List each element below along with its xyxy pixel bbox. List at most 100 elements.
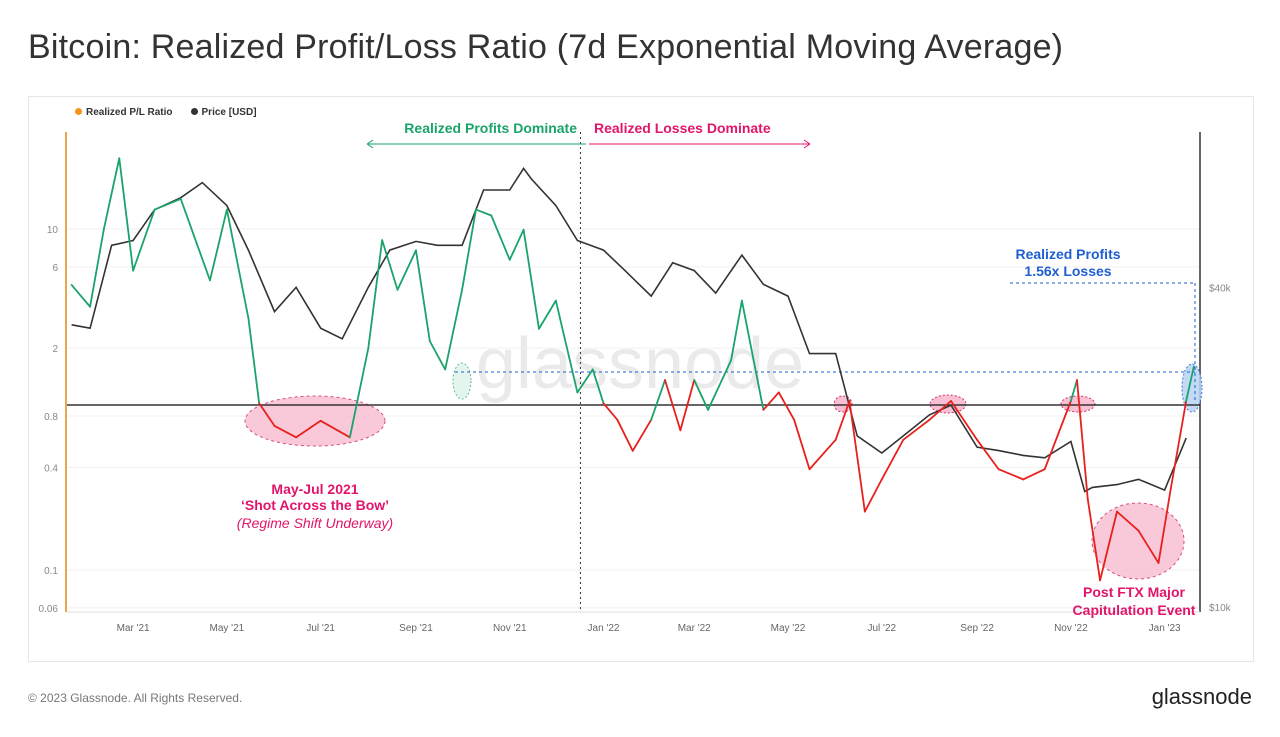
x-tick-label: Jul '22: [867, 623, 896, 634]
annotation-may-jul: (Regime Shift Underway): [237, 515, 393, 531]
ratio-segment: [834, 400, 851, 441]
x-tick-label: May '21: [210, 623, 245, 634]
ratio-segment: [880, 438, 905, 481]
ratio-segment: [762, 391, 780, 411]
x-tick-label: Sep '22: [960, 623, 994, 634]
ratio-segment: [707, 359, 733, 411]
ratio-segment: [348, 347, 370, 439]
highlight-green: [452, 362, 472, 400]
ratio-segment: [576, 368, 594, 394]
ratio-segment: [1169, 400, 1188, 490]
ratio-segment: [396, 249, 417, 291]
arrow-left-icon: [366, 139, 586, 149]
ratio-segment: [1043, 400, 1072, 471]
annotation-ftx: Capitulation Event: [1073, 602, 1196, 618]
annotation-ftx: Post FTX Major: [1083, 584, 1185, 600]
ratio-segment: [1137, 529, 1160, 564]
ratio-segment: [153, 198, 182, 211]
ratio-segment: [490, 214, 511, 261]
ratio-segment: [679, 379, 696, 432]
ratio-segment: [1157, 487, 1172, 564]
annotation-profits-dominate: Realized Profits Dominate: [404, 120, 577, 136]
ratio-segment: [89, 228, 105, 308]
y-right-tick-label: $10k: [1209, 603, 1232, 614]
y-left-tick-label: 0.1: [44, 566, 58, 577]
copyright: © 2023 Glassnode. All Rights Reserved.: [28, 691, 243, 705]
ratio-segment: [428, 340, 447, 371]
ratio-segment: [258, 402, 276, 427]
ratio-segment: [508, 228, 525, 261]
ratio-segment: [730, 299, 743, 362]
x-tick-label: Nov '22: [1054, 623, 1088, 634]
ratio-segment: [928, 400, 952, 421]
chart-frame: [28, 96, 1254, 662]
ratio-segment: [1116, 510, 1140, 532]
annotation-ratio: Realized Profits: [1015, 246, 1120, 262]
x-tick-label: Jan '22: [588, 623, 620, 634]
x-tick-label: Nov '21: [493, 623, 527, 634]
ratio-segment: [461, 208, 477, 291]
y-left-tick-label: 0.8: [44, 412, 58, 423]
ratio-segment: [740, 299, 765, 411]
ratio-segment: [997, 468, 1025, 481]
legend-label: Realized P/L Ratio: [86, 107, 173, 118]
ratio-segment: [295, 419, 322, 439]
ratio-segment: [319, 419, 351, 439]
annotation-may-jul: May-Jul 2021: [271, 481, 358, 497]
ratio-segment: [1022, 468, 1046, 481]
legend-item-ratio[interactable]: Realized P/L Ratio: [75, 107, 173, 118]
ratio-segment: [693, 379, 709, 411]
ratio-segment: [616, 418, 634, 452]
ratio-segment: [793, 418, 811, 471]
x-tick-label: Mar '21: [117, 623, 150, 634]
ratio-segment: [631, 418, 653, 452]
ratio-segment: [1076, 379, 1089, 501]
annotation-may-jul: ‘Shot Across the Bow’: [241, 497, 389, 513]
annotation-ratio: 1.56x Losses: [1024, 263, 1111, 279]
ratio-segment: [444, 288, 463, 371]
ratio-segment: [863, 478, 883, 513]
legend-dot-icon: [190, 108, 198, 115]
x-tick-label: Sep '21: [399, 623, 433, 634]
arrow-right-icon: [589, 139, 811, 149]
ratio-segment: [538, 299, 557, 330]
x-tick-label: Jan '23: [1149, 623, 1181, 634]
legend-label: Price [USD]: [201, 107, 257, 118]
page-title: Bitcoin: Realized Profit/Loss Ratio (7d …: [28, 28, 1064, 66]
ratio-segment: [102, 157, 121, 230]
ratio-segment: [132, 208, 156, 272]
ratio-segment: [1099, 510, 1118, 582]
ratio-segment: [902, 418, 931, 441]
ratio-segment: [1069, 379, 1078, 402]
ratio-segment: [522, 228, 540, 330]
legend-item-price[interactable]: Price [USD]: [190, 107, 257, 118]
ratio-segment: [381, 239, 399, 291]
ratio-segment: [554, 299, 579, 394]
y-left-tick-label: 10: [47, 225, 59, 236]
y-left-tick-label: 6: [52, 263, 58, 274]
ratio-segment: [273, 425, 297, 439]
y-left-tick-label: 2: [52, 344, 58, 355]
ratio-segment: [976, 438, 1000, 471]
ratio-segment: [664, 379, 682, 432]
ratio-series: [70, 157, 1195, 582]
x-tick-label: Mar '22: [678, 623, 711, 634]
ratio-segment: [475, 208, 493, 217]
y-left-tick-label: 0.4: [44, 463, 58, 474]
y-left-tick-label: 0.06: [39, 604, 59, 615]
highlight-ftx: [1091, 502, 1185, 580]
legend: Realized P/L Ratio Price [USD]: [75, 107, 257, 118]
annotation-losses-dominate: Realized Losses Dominate: [594, 120, 771, 136]
glassnode-logo: glassnode: [1151, 684, 1252, 709]
ratio-segment: [1086, 498, 1101, 582]
legend-dot-icon: [75, 108, 82, 115]
ratio-segment: [777, 391, 796, 421]
ratio-segment: [367, 239, 384, 350]
ratio-segment: [179, 198, 211, 282]
y-right-tick-label: $40k: [1209, 283, 1232, 294]
ratio-segment: [415, 249, 431, 343]
price-series-line: [71, 166, 1187, 493]
ratio-segment: [848, 400, 866, 513]
ratio-segment: [70, 284, 91, 308]
